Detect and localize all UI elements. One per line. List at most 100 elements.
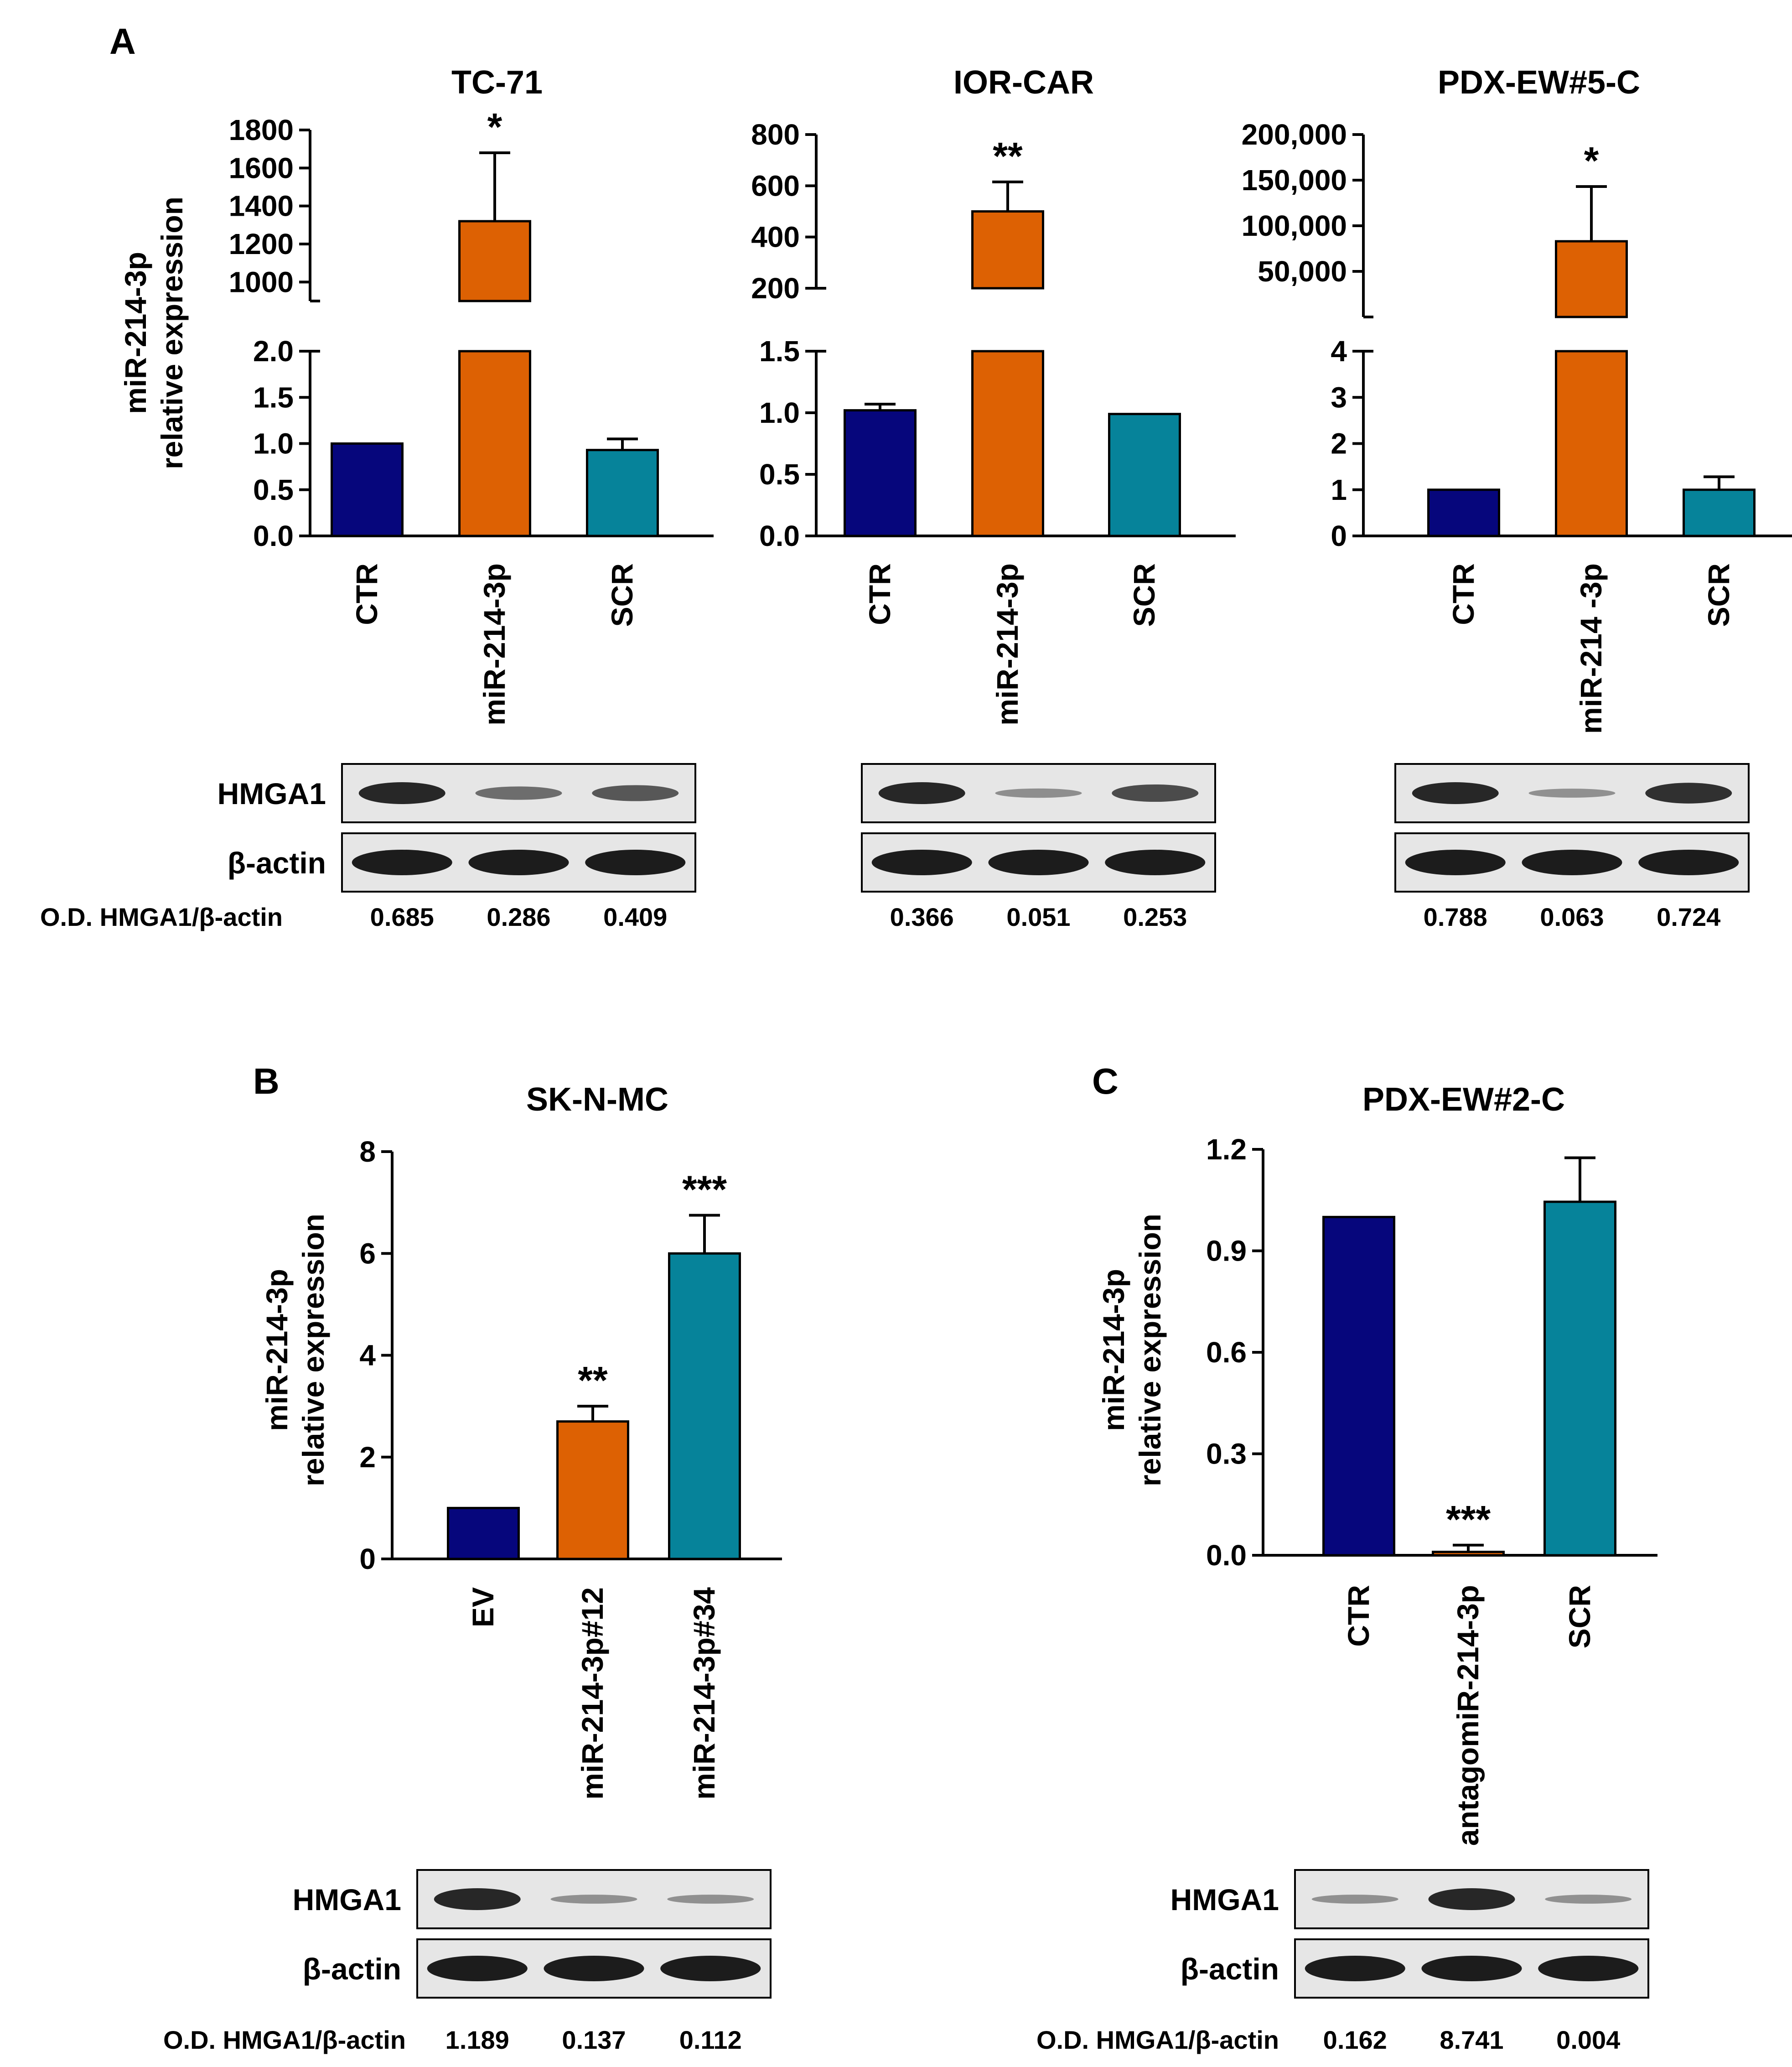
- sknmc-od-value: 0.137: [562, 2025, 626, 2054]
- pdx2-title: PDX-EW#2-C: [1362, 1081, 1565, 1118]
- pdx2-ylabel-1: miR-214-3p: [1097, 1269, 1130, 1431]
- sknmc-ylabel-1: miR-214-3p: [260, 1269, 294, 1431]
- tc71-od-label: O.D. HMGA1/β-actin: [40, 903, 283, 931]
- iorcar-actin-band: [988, 850, 1089, 875]
- tc71-od-value: 0.286: [487, 903, 550, 931]
- pdx2-od-label: O.D. HMGA1/β-actin: [1036, 2025, 1279, 2054]
- sknmc-tick-label: 8: [359, 1135, 376, 1168]
- iorcar-lower-tick-label: 0.5: [759, 458, 800, 491]
- pdx2-od-value: 0.162: [1323, 2025, 1387, 2054]
- tc71-hmga1-band: [475, 786, 562, 800]
- tc71-category-label: CTR: [350, 563, 383, 625]
- panel-letter-c: C: [1092, 1061, 1119, 1101]
- tc71-lower-tick-label: 0.0: [253, 519, 294, 552]
- tc71-lower-tick-label: 1.5: [253, 381, 294, 414]
- pdx2-blot-label-actin: β-actin: [1181, 1952, 1279, 1986]
- tc71-bar: [331, 442, 404, 537]
- pdx5-title: PDX-EW#5-C: [1438, 64, 1640, 101]
- sknmc-actin-band: [427, 1956, 528, 1981]
- iorcar-lower-tick-label: 1.5: [759, 335, 800, 368]
- tc71-upper-tick-label: 1400: [229, 190, 294, 223]
- sknmc-actin-band: [660, 1956, 761, 1981]
- tc71-lower-tick-label: 0.5: [253, 473, 294, 506]
- sknmc-hmga1-band: [550, 1895, 637, 1904]
- pdx5-significance: *: [1584, 139, 1599, 182]
- iorcar-category-label: CTR: [863, 563, 896, 625]
- sknmc-category-label: miR-214-3p#12: [575, 1587, 609, 1800]
- tc71-category-label: miR-214-3p: [477, 563, 511, 726]
- pdx2-hmga1-band: [1428, 1888, 1515, 1910]
- iorcar-bar: [844, 409, 917, 537]
- tc71-title: TC-71: [451, 64, 543, 101]
- panel-letter-b: B: [253, 1061, 280, 1101]
- pdx2-blot-label-hmga1: HMGA1: [1170, 1883, 1279, 1916]
- pdx5-hmga1-band: [1528, 789, 1616, 798]
- pdx2-od-value: 8.741: [1440, 2025, 1503, 2054]
- pdx5-hmga1-band: [1645, 783, 1732, 804]
- iorcar-od-value: 0.253: [1123, 903, 1187, 931]
- sknmc-tick-label: 0: [359, 1542, 376, 1575]
- iorcar-lower-tick-label: 0.0: [759, 519, 800, 552]
- tc71-actin-band: [585, 850, 686, 875]
- iorcar-actin-band: [871, 850, 972, 875]
- pdx5-category-label: CTR: [1446, 563, 1480, 625]
- iorcar-bar: [1108, 413, 1181, 537]
- pdx5-od-value: 0.724: [1657, 903, 1720, 931]
- tc71-bar-lower-segment: [458, 350, 531, 537]
- sknmc-od-value: 1.189: [445, 2025, 509, 2054]
- pdx5-upper-tick-label: 150,000: [1242, 164, 1347, 197]
- pdx5-od-value: 0.788: [1424, 903, 1487, 931]
- tc71-hmga1-band: [358, 782, 445, 804]
- pdx5-lower-tick-label: 1: [1331, 473, 1347, 506]
- pdx2-significance: ***: [1446, 1498, 1491, 1541]
- iorcar-title: IOR-CAR: [953, 64, 1094, 101]
- sknmc-bar: [447, 1506, 520, 1560]
- sknmc-significance: **: [578, 1359, 608, 1402]
- pdx2-ylabel-2: relative expression: [1133, 1214, 1167, 1486]
- sknmc-hmga1-band: [434, 1888, 521, 1910]
- pdx2-tick-label: 1.2: [1206, 1133, 1247, 1166]
- sknmc-category-label: EV: [466, 1587, 500, 1627]
- sknmc-blot-label-actin: β-actin: [303, 1952, 401, 1986]
- tc71-upper-tick-label: 1600: [229, 151, 294, 184]
- pdx5-hmga1-band: [1412, 782, 1499, 804]
- iorcar-category-label: miR-214-3p: [990, 563, 1024, 726]
- pdx5-lower-tick-label: 0: [1331, 519, 1347, 552]
- pdx2-actin-band: [1421, 1956, 1522, 1981]
- tc71-upper-tick-label: 1200: [229, 228, 294, 260]
- sknmc-tick-label: 6: [359, 1237, 376, 1270]
- sknmc-blot-label-hmga1: HMGA1: [293, 1883, 401, 1916]
- tc71-upper-tick-label: 1800: [229, 114, 294, 146]
- iorcar-upper-tick-label: 800: [751, 118, 800, 151]
- tc71-ylabel-1: miR-214-3p: [119, 252, 152, 414]
- iorcar-upper-tick-label: 400: [751, 221, 800, 254]
- pdx2-od-value: 0.004: [1556, 2025, 1620, 2054]
- iorcar-od-value: 0.366: [890, 903, 954, 931]
- sknmc-bar: [556, 1420, 629, 1560]
- pdx5-lower-tick-label: 3: [1331, 381, 1347, 414]
- tc71-blot-label-actin: β-actin: [228, 846, 326, 880]
- pdx2-actin-band: [1538, 1956, 1639, 1981]
- panel-letter-a: A: [109, 21, 136, 62]
- pdx2-tick-label: 0.0: [1206, 1539, 1247, 1572]
- pdx2-category-label: SCR: [1563, 1585, 1596, 1648]
- pdx5-bar-upper-segment: [1555, 240, 1628, 318]
- pdx5-lower-tick-label: 2: [1331, 427, 1347, 460]
- pdx5-upper-tick-label: 200,000: [1242, 118, 1347, 151]
- pdx2-hmga1-band: [1311, 1895, 1398, 1904]
- iorcar-hmga1-band: [1112, 784, 1199, 802]
- tc71-lower-tick-label: 1.0: [253, 427, 294, 460]
- iorcar-significance: **: [993, 135, 1023, 177]
- tc71-actin-band: [468, 850, 569, 875]
- sknmc-hmga1-band: [667, 1895, 754, 1904]
- tc71-actin-band: [352, 850, 452, 875]
- pdx5-category-label: miR-214 -3p: [1574, 563, 1608, 734]
- tc71-od-value: 0.685: [370, 903, 434, 931]
- tc71-significance: *: [487, 105, 502, 148]
- tc71-upper-tick-label: 1000: [229, 265, 294, 298]
- pdx5-lower-tick-label: 4: [1331, 335, 1347, 368]
- sknmc-title: SK-N-MC: [526, 1081, 668, 1118]
- pdx2-tick-label: 0.9: [1206, 1235, 1247, 1267]
- iorcar-actin-band: [1105, 850, 1206, 875]
